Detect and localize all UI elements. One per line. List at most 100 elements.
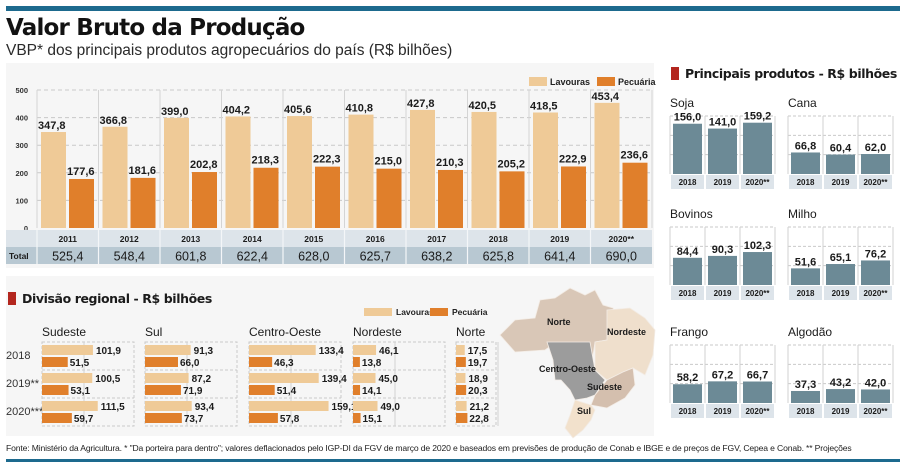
region-frame [41,341,135,427]
map-label: Centro-Oeste [539,364,596,374]
region-frame [352,341,446,427]
data-label-lavouras: 427,8 [407,98,435,110]
year-cell [824,286,857,300]
product-bar [861,389,890,403]
data-label-pecuaria: 46,3 [274,358,294,369]
data-label-pecuaria: 215,0 [375,156,403,168]
data-label-pecuaria: 236,6 [621,150,649,162]
data-label-lavouras: 93,4 [195,402,215,413]
x-tick-label: 2019 [714,178,732,187]
data-label-lavouras: 18,9 [468,374,488,385]
total-value: 525,4 [52,250,83,264]
year-cell [789,286,822,300]
bar-pecuaria [353,385,361,395]
x-tick-label: 2020** [863,178,888,187]
bar-pecuaria [456,413,468,423]
bar-pecuaria [438,169,463,228]
data-label-pecuaria: 13,8 [362,358,382,369]
year-cell [741,175,774,189]
data-label-lavouras: 405,6 [284,104,312,116]
bar-pecuaria [42,357,68,367]
x-tick-label: 2018 [797,289,815,298]
y-tick-label: 200 [15,169,28,178]
total-value: 625,8 [483,250,514,264]
product-bar [708,381,737,403]
total-value: 641,4 [544,250,575,264]
product-bar [743,381,772,403]
product-bar [673,257,702,285]
page-subtitle: VBP* dos principais produtos agropecuári… [6,42,453,59]
bar-lavouras [594,102,620,228]
data-label-pecuaria: 22,8 [469,414,489,425]
product-bar [861,154,890,174]
bar-pecuaria [42,413,72,423]
year-cell [671,286,704,300]
data-label-pecuaria: 71,9 [183,386,203,397]
data-label-pecuaria: 177,6 [67,166,95,178]
accent-square-icon [671,67,679,80]
region-frame [248,341,342,427]
bar-pecuaria [353,413,361,423]
data-label: 42,0 [865,377,886,389]
bar-lavouras [164,117,189,228]
x-tick-label: 2020** [608,234,634,244]
bar-pecuaria [145,357,178,367]
data-label-lavouras: 46,1 [379,346,399,357]
data-label-lavouras: 17,5 [468,346,488,357]
data-label-lavouras: 366,8 [100,115,128,127]
bar-lavouras [102,126,128,228]
data-label: 66,8 [795,140,816,152]
year-cell [671,404,704,418]
x-tick-label: 2018 [797,178,815,187]
map-label: Sudeste [587,382,622,392]
year-cell [741,286,774,300]
data-label: 84,4 [677,246,699,258]
y-tick-label: 100 [15,196,28,205]
total-value: 622,4 [237,250,268,264]
x-tick-label: 2014 [243,234,262,244]
x-tick-label: 2015 [304,234,323,244]
year-cell [671,175,704,189]
data-label-lavouras: 101,9 [96,346,121,357]
x-tick-label: 2012 [120,234,139,244]
total-value: 601,8 [175,250,206,264]
x-tick-label: 2011 [59,234,78,244]
data-label: 51,6 [795,256,816,268]
map-region-centro-oeste [546,341,606,401]
bar-lavouras [145,401,192,411]
region-frame [455,341,497,427]
legend-swatch-pecuaria [430,308,448,316]
data-label: 43,2 [830,377,851,389]
total-row-label: Total [9,251,29,261]
bar-lavouras [249,345,316,355]
y-tick-label: 400 [15,114,28,123]
product-title: Cana [788,96,817,110]
data-label-lavouras: 420,5 [469,100,497,112]
bar-lavouras [348,114,374,228]
total-value: 628,0 [298,250,329,264]
product-title: Bovinos [670,207,713,221]
product-title: Milho [788,207,817,221]
data-label: 159,2 [744,111,772,123]
product-bar [708,128,737,174]
products-heading-text: Principais produtos - R$ bilhões [685,66,897,81]
accent-square-icon [8,292,16,305]
data-label: 141,0 [709,117,737,129]
legend-label-pecuaria: Pecuária [452,307,488,317]
bar-pecuaria [145,385,181,395]
year-cell [859,286,892,300]
data-label-pecuaria: 222,9 [559,153,587,165]
year-cell [824,404,857,418]
data-label-lavouras: 87,2 [192,374,212,385]
product-bar [673,384,702,403]
bar-lavouras [145,373,189,383]
year-cell [706,286,739,300]
data-label-pecuaria: 222,3 [313,154,341,166]
region-title: Nordeste [353,325,402,339]
bar-lavouras [456,401,467,411]
data-label-pecuaria: 20,3 [468,386,488,397]
bar-lavouras [42,373,93,383]
map-label: Sul [577,406,591,416]
source-footnote: Fonte: Ministério da Agricultura. * "Da … [6,443,852,453]
legend-swatch-lavouras [364,308,392,316]
